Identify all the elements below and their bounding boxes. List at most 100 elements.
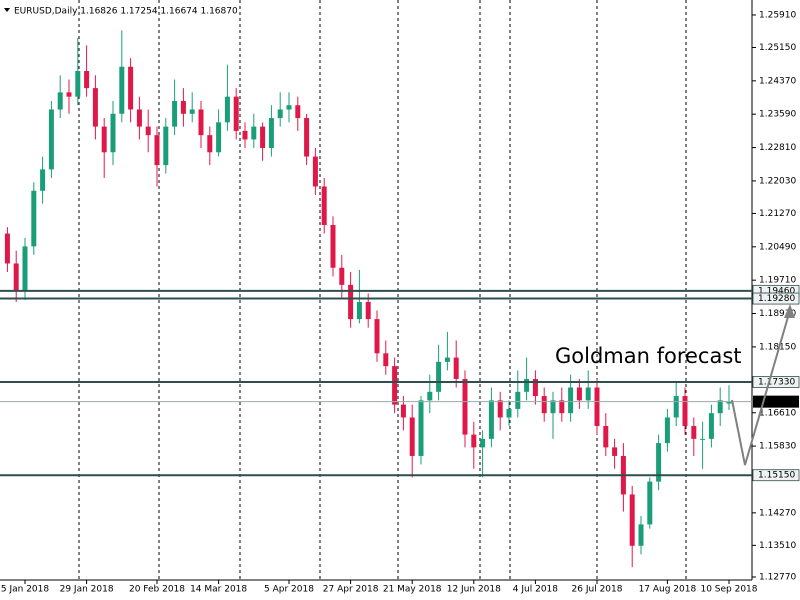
candle-body [13, 263, 19, 292]
candle-body [40, 169, 46, 191]
y-tick-label: 1.24370 [759, 76, 796, 86]
y-tick-label: 1.23590 [759, 110, 796, 120]
candle-body [708, 413, 714, 439]
x-tick-label: 29 Jan 2018 [60, 585, 114, 595]
candle-body [568, 387, 574, 414]
candle-body [260, 126, 266, 148]
candle-body [128, 66, 134, 110]
candle-body [330, 224, 336, 268]
candle-body [119, 66, 125, 114]
candle-body [682, 396, 688, 427]
candle-body [251, 126, 257, 140]
candle-body [304, 118, 310, 157]
y-tick-label: 1.18150 [759, 342, 796, 352]
candle-body [550, 400, 556, 414]
candle-body [295, 105, 301, 119]
candle-body [453, 357, 459, 379]
candle-body [4, 233, 10, 264]
candle-body [726, 401, 732, 404]
x-tick-label: 14 Mar 2018 [190, 585, 247, 595]
candle-body [356, 301, 362, 320]
candle-body [594, 387, 600, 427]
candle-body [436, 361, 442, 392]
chart-title: EURUSD,Daily 1.16826 1.17254 1.16674 1.1… [14, 7, 238, 17]
candle-body [480, 438, 486, 448]
y-tick-label: 1.21270 [759, 209, 796, 219]
candle-body [286, 105, 292, 110]
y-tick-label: 1.25150 [759, 43, 796, 53]
candle-body [524, 378, 530, 392]
x-tick-label: 5 Apr 2018 [264, 585, 314, 595]
level-label-box [752, 292, 800, 305]
x-tick-label: 26 Jul 2018 [572, 585, 623, 595]
x-tick-label: 12 Jun 2018 [447, 585, 501, 595]
candle-body [532, 378, 538, 397]
candle-body [612, 447, 618, 456]
y-tick-label: 1.19710 [759, 276, 796, 286]
x-tick-label: 4 Jul 2018 [513, 585, 558, 595]
candle-body [75, 71, 81, 97]
level-label: 1.19460 [758, 286, 795, 296]
candle-body [48, 109, 54, 170]
candle-body [400, 404, 406, 418]
candle-body [22, 246, 28, 292]
candle-body [576, 387, 582, 401]
candle-body [515, 391, 521, 409]
candle-body [488, 400, 494, 439]
candle-body [691, 426, 697, 439]
candle-body [154, 135, 160, 166]
candle-body [84, 71, 90, 89]
candle-body [700, 438, 706, 440]
candle-body [339, 267, 345, 285]
candle-body [163, 126, 169, 166]
x-tick-label: 17 Aug 2018 [639, 585, 697, 595]
y-tick-label: 1.12770 [759, 573, 796, 583]
candle-body [57, 92, 63, 110]
level-label-box [752, 376, 800, 388]
candle-body [383, 353, 389, 367]
candle-body [180, 100, 186, 114]
y-tick-label: 1.22030 [759, 176, 796, 186]
candle-body [277, 109, 283, 119]
candle-body [145, 126, 151, 136]
candle-body [92, 88, 98, 127]
candle-body [207, 135, 213, 153]
plot-area: 1.25910 1.25150 1.24370 1.23590 1.22810 1.220… [0, 10, 800, 595]
y-tick-label: 1.20490 [759, 242, 796, 252]
level-label: 1.15150 [758, 471, 795, 481]
current-price-label: 1.16870 [758, 397, 795, 407]
y-tick-label: 1.14270 [759, 508, 796, 518]
candle-body [242, 130, 248, 140]
x-tick-label: 27 Apr 2018 [323, 585, 379, 595]
x-tick-label: 21 May 2018 [383, 585, 442, 595]
candle-body [427, 391, 433, 401]
candle-body [585, 387, 591, 401]
y-tick-label: 1.18930 [759, 309, 796, 319]
candle-body [664, 417, 670, 444]
candle-body [268, 118, 274, 148]
level-label-box [752, 469, 800, 482]
candle-body [233, 96, 239, 131]
candle-body [647, 481, 653, 525]
y-tick-label: 1.13510 [759, 541, 796, 551]
candle-body [462, 378, 468, 435]
candle-body [656, 443, 662, 482]
x-tick-label: 10 Sep 2018 [700, 585, 757, 595]
candle-body [506, 408, 512, 418]
forecast-arrow [731, 309, 791, 466]
candle-body [717, 400, 723, 414]
candle-body [321, 186, 327, 225]
candle-body [603, 426, 609, 448]
candle-body [541, 396, 547, 414]
forecast-arrowhead [784, 304, 795, 318]
candle-body [409, 417, 415, 456]
candle-body [392, 366, 398, 405]
candle-body [136, 109, 142, 127]
candle-body [31, 190, 37, 247]
candle-body [559, 400, 565, 414]
level-label: 1.19280 [758, 294, 795, 304]
candle-body [189, 109, 195, 114]
candle-body [66, 92, 72, 97]
annotation: Goldman forecast [555, 344, 742, 368]
